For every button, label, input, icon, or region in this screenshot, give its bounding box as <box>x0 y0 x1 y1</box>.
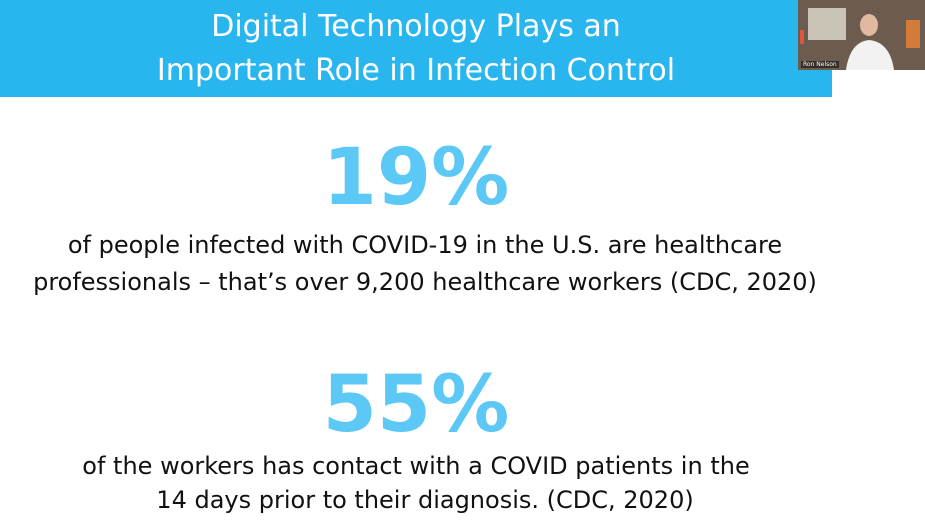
title-line: Digital Technology Plays an <box>211 9 621 44</box>
door <box>906 20 920 48</box>
stat-figure: 55% <box>322 360 510 450</box>
video-thumbnail[interactable]: Ron Nelson <box>798 0 925 70</box>
stat-description: 14 days prior to their diagnosis. (CDC, … <box>156 486 694 514</box>
sign <box>800 30 804 44</box>
stat-description: of the workers has contact with a COVID … <box>82 452 750 480</box>
head <box>860 14 878 36</box>
stat-figure: 19% <box>322 133 510 223</box>
stat-description: professionals – that’s over 9,200 health… <box>33 268 817 296</box>
title-banner: Digital Technology Plays an Important Ro… <box>0 0 832 97</box>
shirt <box>846 40 894 70</box>
participant-name: Ron Nelson <box>801 61 839 68</box>
title-line: Important Role in Infection Control <box>156 53 676 88</box>
video-frame <box>798 0 925 70</box>
stat-description: of people infected with COVID-19 in the … <box>67 231 783 259</box>
window <box>808 8 846 40</box>
